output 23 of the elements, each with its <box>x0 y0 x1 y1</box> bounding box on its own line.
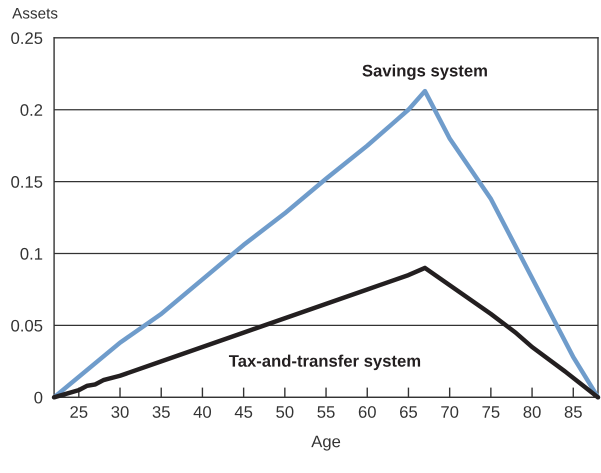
x-tick-label: 35 <box>152 406 170 418</box>
x-tick-label: 70 <box>441 406 458 418</box>
x-tick-label: 55 <box>317 406 335 418</box>
x-tick-label: 75 <box>482 406 500 418</box>
x-tick-label: 45 <box>234 406 252 418</box>
y-tick-label: 0 <box>34 392 42 404</box>
y-tick-label: 0.15 <box>11 176 42 188</box>
x-tick-label: 65 <box>400 406 418 418</box>
y-tick-label: 0.05 <box>11 320 42 332</box>
x-tick-label: 85 <box>564 406 582 418</box>
y-tick-label: 0.25 <box>11 32 42 44</box>
series-label: Savings system <box>362 64 487 80</box>
x-axis-title: Age <box>311 436 340 451</box>
y-tick-label: 0.2 <box>20 104 42 116</box>
y-axis-title: Assets <box>12 8 58 19</box>
x-tick-label: 30 <box>111 406 129 418</box>
x-tick-label: 60 <box>358 406 376 418</box>
x-tick-label: 25 <box>70 406 88 418</box>
x-tick-label: 80 <box>524 406 541 418</box>
series-label: Tax-and-transfer system <box>228 354 420 370</box>
x-tick-label: 50 <box>276 406 294 418</box>
x-tick-label: 40 <box>194 406 212 418</box>
y-tick-label: 0.1 <box>20 248 42 260</box>
